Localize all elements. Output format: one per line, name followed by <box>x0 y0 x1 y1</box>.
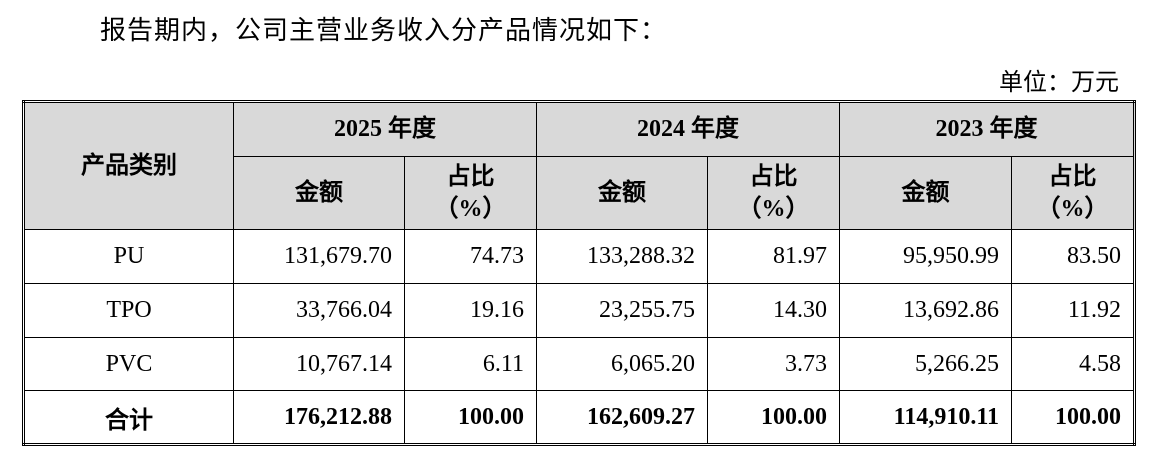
subheader-row: 金额 占比 （%） 金额 占比 （%） 金额 占比 （%） <box>24 156 1135 230</box>
year-header: 2025 年度 <box>233 101 537 157</box>
share-header-line: 占比 <box>446 163 495 190</box>
share-cell: 81.97 <box>707 229 840 284</box>
share-cell: 83.50 <box>1011 229 1135 284</box>
amount-cell: 95,950.99 <box>839 229 1012 284</box>
category-cell: 合计 <box>23 390 234 445</box>
share-cell: 14.30 <box>707 283 840 338</box>
amount-header: 金额 <box>839 156 1012 230</box>
total-row: 合计 176,212.88 100.00 162,609.27 100.00 114,91… <box>23 390 1135 445</box>
share-header: 占比 （%） <box>707 156 840 230</box>
amount-cell: 131,679.70 <box>233 229 405 284</box>
revenue-table: 产品类别 2025 年度 2024 年度 2023 年度 金额 占比 （%） 金额 占比 （%）金… <box>22 100 1136 446</box>
category-cell: TPO <box>23 283 234 338</box>
share-header-line: 占比 <box>749 163 798 190</box>
data-row: PU 131,679.70 74.73 133,288.32 81.97 95,950.9… <box>23 229 1135 284</box>
amount-cell: 133,288.32 <box>536 229 708 284</box>
share-header-line: （%） <box>737 196 810 222</box>
amount-header: 金额 <box>536 156 708 230</box>
intro-text: 报告期内，公司主营业务收入分产品情况如下： <box>100 16 668 45</box>
data-row: TPO 33,766.04 19.16 23,255.75 14.30 13,692.86… <box>23 283 1135 338</box>
category-header: 产品类别 <box>23 101 234 230</box>
share-cell: 11.92 <box>1011 283 1135 338</box>
category-cell: PVC <box>23 337 234 391</box>
share-cell: 19.16 <box>404 283 537 338</box>
share-cell: 74.73 <box>404 229 537 284</box>
header-row: 产品类别 2025 年度 2024 年度 2023 年度 <box>23 101 1135 230</box>
amount-cell: 176,212.88 <box>233 390 405 445</box>
share-cell: 4.58 <box>1011 337 1135 391</box>
year-header: 2024 年度 <box>536 101 840 157</box>
category-cell: PU <box>23 229 234 284</box>
amount-header: 金额 <box>233 156 405 230</box>
share-cell: 100.00 <box>1011 390 1135 445</box>
amount-cell: 23,255.75 <box>536 283 708 338</box>
amount-cell: 5,266.25 <box>839 337 1012 391</box>
share-header: 占比 （%） <box>1011 156 1135 230</box>
unit-label: 单位：万元 <box>999 70 1119 96</box>
share-header: 占比 （%） <box>404 156 537 230</box>
amount-cell: 33,766.04 <box>233 283 405 338</box>
amount-cell: 10,767.14 <box>233 337 405 391</box>
share-cell: 100.00 <box>707 390 840 445</box>
share-header-line: （%） <box>1036 196 1109 222</box>
share-cell: 3.73 <box>707 337 840 391</box>
share-cell: 6.11 <box>404 337 537 391</box>
amount-cell: 162,609.27 <box>536 390 708 445</box>
share-cell: 100.00 <box>404 390 537 445</box>
share-header-line: （%） <box>434 196 507 222</box>
data-row: PVC 10,767.14 6.11 6,065.20 3.73 5,266.25 4.58 <box>23 337 1135 391</box>
amount-cell: 114,910.11 <box>839 390 1012 445</box>
year-header: 2023 年度 <box>839 101 1135 157</box>
amount-cell: 6,065.20 <box>536 337 708 391</box>
amount-cell: 13,692.86 <box>839 283 1012 338</box>
share-header-line: 占比 <box>1048 163 1097 190</box>
